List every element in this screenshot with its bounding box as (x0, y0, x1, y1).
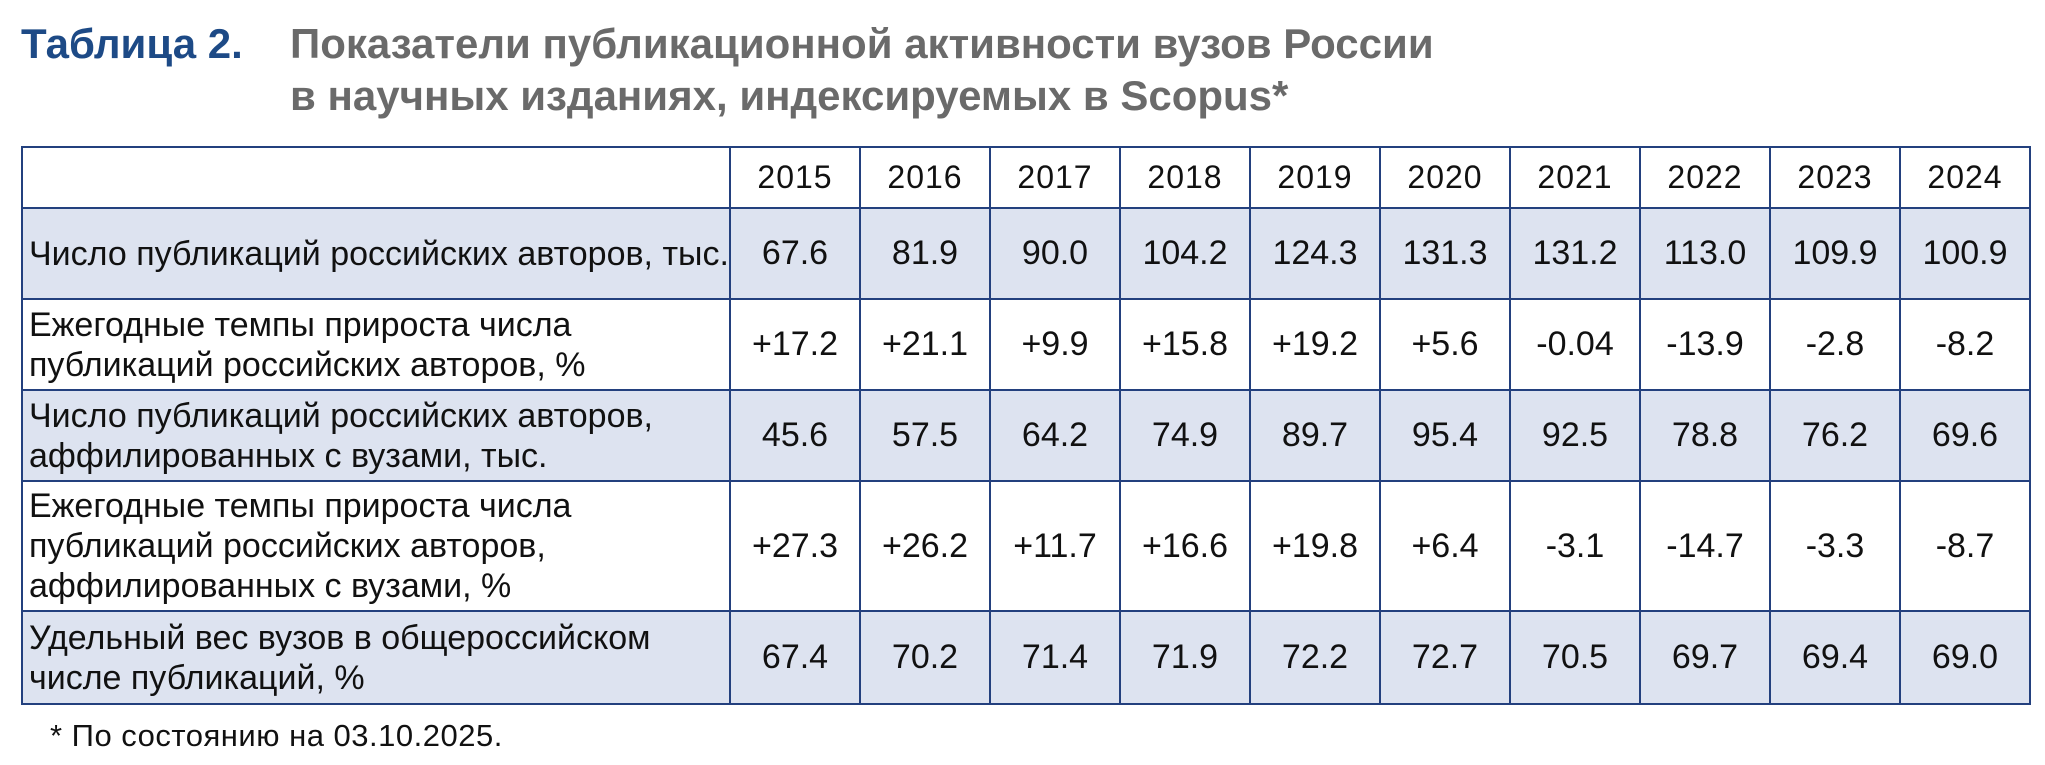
cell: 92.5 (1509, 389, 1641, 482)
cell: +16.6 (1119, 480, 1251, 612)
cell: 100.9 (1899, 207, 2031, 300)
cell: 104.2 (1119, 207, 1251, 300)
table-label: Таблица 2. (21, 20, 243, 67)
cell: 78.8 (1639, 389, 1771, 482)
corner-cell (21, 146, 731, 209)
row-label: Ежегодные темпы прироста числа публикаци… (21, 298, 731, 391)
footnote: * По состоянию на 03.10.2025. (50, 718, 503, 753)
cell: 72.7 (1379, 610, 1511, 705)
cell: 109.9 (1769, 207, 1901, 300)
cell: -13.9 (1639, 298, 1771, 391)
cell: -3.1 (1509, 480, 1641, 612)
table-row: Удельный вес вузов в общероссийском числ… (21, 610, 2031, 705)
cell: 45.6 (729, 389, 861, 482)
cell: 69.4 (1769, 610, 1901, 705)
cell: +6.4 (1379, 480, 1511, 612)
cell: 131.2 (1509, 207, 1641, 300)
cell: 67.4 (729, 610, 861, 705)
data-table: 2015 2016 2017 2018 2019 2020 2021 2022 2023 2024… (21, 146, 2031, 705)
title-line: Показатели публикационной активности вуз… (290, 20, 1434, 67)
table-row: Число публикаций российских авторов, тыс… (21, 207, 2031, 300)
cell: 67.6 (729, 207, 861, 300)
column-header: 2020 (1379, 146, 1511, 209)
cell: 113.0 (1639, 207, 1771, 300)
cell: 57.5 (859, 389, 991, 482)
cell: 95.4 (1379, 389, 1511, 482)
cell: +21.1 (859, 298, 991, 391)
cell: -3.3 (1769, 480, 1901, 612)
cell: 76.2 (1769, 389, 1901, 482)
cell: +26.2 (859, 480, 991, 612)
column-header: 2022 (1639, 146, 1771, 209)
cell: -0.04 (1509, 298, 1641, 391)
cell: 81.9 (859, 207, 991, 300)
cell: 71.4 (989, 610, 1121, 705)
cell: 69.0 (1899, 610, 2031, 705)
row-label: Число публикаций российских авторов, тыс… (21, 207, 731, 300)
cell: 71.9 (1119, 610, 1251, 705)
cell: +5.6 (1379, 298, 1511, 391)
cell: -8.7 (1899, 480, 2031, 612)
cell: +19.8 (1249, 480, 1381, 612)
column-header: 2016 (859, 146, 991, 209)
cell: 131.3 (1379, 207, 1511, 300)
column-header: 2015 (729, 146, 861, 209)
row-label: Число публикаций российских авторов, афф… (21, 389, 731, 482)
cell: -8.2 (1899, 298, 2031, 391)
cell: 124.3 (1249, 207, 1381, 300)
cell: 72.2 (1249, 610, 1381, 705)
cell: 70.5 (1509, 610, 1641, 705)
column-header: 2023 (1769, 146, 1901, 209)
cell: +15.8 (1119, 298, 1251, 391)
cell: +9.9 (989, 298, 1121, 391)
cell: 70.2 (859, 610, 991, 705)
column-header: 2019 (1249, 146, 1381, 209)
cell: 64.2 (989, 389, 1121, 482)
table-row: Число публикаций российских авторов, афф… (21, 389, 2031, 482)
table-title: Показатели публикационной активности вуз… (290, 18, 1434, 122)
cell: +17.2 (729, 298, 861, 391)
cell: 90.0 (989, 207, 1121, 300)
cell: 69.7 (1639, 610, 1771, 705)
cell: -14.7 (1639, 480, 1771, 612)
row-label: Удельный вес вузов в общероссийском числ… (21, 610, 731, 705)
cell: 89.7 (1249, 389, 1381, 482)
row-label: Ежегодные темпы прироста числа публикаци… (21, 480, 731, 612)
cell: 69.6 (1899, 389, 2031, 482)
title-line: в научных изданиях, индексируемых в Scop… (290, 72, 1289, 119)
table-row: Ежегодные темпы прироста числа публикаци… (21, 480, 2031, 612)
table-row: Ежегодные темпы прироста числа публикаци… (21, 298, 2031, 391)
cell: +19.2 (1249, 298, 1381, 391)
cell: +27.3 (729, 480, 861, 612)
column-header: 2017 (989, 146, 1121, 209)
cell: 74.9 (1119, 389, 1251, 482)
cell: +11.7 (989, 480, 1121, 612)
column-header: 2024 (1899, 146, 2031, 209)
cell: -2.8 (1769, 298, 1901, 391)
header-row: 2015 2016 2017 2018 2019 2020 2021 2022 2023 2024 (21, 146, 2031, 209)
column-header: 2018 (1119, 146, 1251, 209)
column-header: 2021 (1509, 146, 1641, 209)
